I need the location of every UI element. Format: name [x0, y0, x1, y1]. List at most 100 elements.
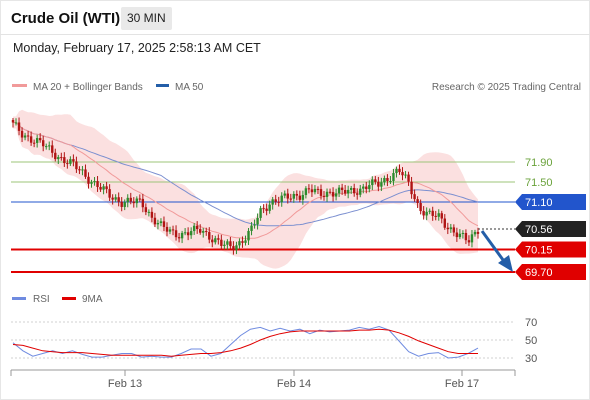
candle-body: [404, 174, 407, 176]
candle-body: [84, 169, 87, 177]
rsi-ma-line: [12, 328, 478, 357]
candle-body: [356, 193, 359, 195]
candle-body: [398, 168, 401, 173]
candle-body: [20, 130, 24, 138]
candle-body: [298, 195, 302, 200]
candle-body: [283, 193, 286, 196]
candle-body: [365, 186, 368, 190]
candle-body: [322, 195, 326, 197]
candle-body: [226, 241, 229, 245]
candle-body: [286, 193, 289, 199]
candle-body: [111, 197, 114, 200]
candle-body: [117, 197, 120, 202]
rsi-tick-label: 50: [525, 335, 537, 347]
candle-body: [253, 224, 256, 226]
candle-body: [26, 135, 30, 137]
candle-body: [374, 179, 377, 182]
candle-body: [377, 181, 380, 187]
candle-body: [183, 232, 187, 234]
candle-body: [337, 187, 341, 194]
pivot-tag: [515, 194, 586, 210]
candle-body: [99, 186, 102, 190]
candle-body: [72, 159, 75, 162]
candle-body: [425, 211, 428, 216]
candle-body: [268, 204, 271, 211]
support-tag: [515, 264, 586, 280]
candle-body: [407, 174, 410, 182]
candle-layer: [11, 117, 480, 255]
candle-body: [174, 230, 178, 238]
candle-body: [214, 238, 217, 243]
candle-body: [295, 193, 299, 196]
candle-body: [416, 199, 419, 204]
candle-body: [54, 152, 57, 160]
header-bar: Crude Oil (WTI) 30 MIN: [0, 0, 590, 35]
candle-body: [123, 202, 126, 207]
candle-body: [461, 232, 465, 234]
forecast-arrow-shaft: [480, 230, 508, 265]
candle-body: [437, 213, 440, 217]
candle-body: [217, 238, 220, 240]
x-tick-label: Feb 17: [445, 378, 479, 390]
support-label: 70.15: [525, 245, 553, 257]
ma50-legend-label: MA 50: [175, 82, 204, 93]
candle-body: [96, 181, 99, 187]
candle-body: [280, 195, 283, 203]
candle-body: [331, 192, 335, 197]
current-price-tag: [515, 221, 586, 237]
candle-body: [292, 193, 296, 199]
candle-body: [147, 211, 151, 213]
rsi-line: [12, 325, 479, 359]
candle-body: [346, 189, 350, 194]
candle-body: [301, 194, 305, 200]
timeframe-badge[interactable]: 30 MIN: [121, 7, 172, 30]
candle-body: [238, 241, 241, 246]
candle-body: [359, 188, 362, 195]
candle-body: [289, 198, 292, 200]
candle-body: [310, 189, 314, 193]
candle-body: [162, 221, 166, 227]
candle-body: [458, 233, 462, 238]
candle-body: [353, 187, 356, 194]
candle-body: [410, 181, 413, 195]
time-axis: Feb 13 Feb 14 Feb 17: [10, 369, 516, 390]
forecast-arrow-layer: [480, 230, 513, 272]
candle-body: [138, 198, 142, 200]
ma50-legend-swatch: [156, 84, 169, 87]
x-tick-label: Feb 13: [108, 378, 142, 390]
candle-body: [108, 189, 111, 198]
rsi-ma-legend-swatch: [62, 297, 76, 300]
candle-body: [38, 138, 42, 141]
forecast-arrow-head: [498, 255, 513, 272]
candle-body: [23, 135, 27, 138]
candle-body: [325, 191, 329, 197]
candle-body: [470, 234, 474, 243]
candle-body: [380, 182, 383, 187]
candle-body: [413, 194, 416, 200]
candle-body: [307, 188, 311, 190]
candle-body: [259, 208, 262, 218]
candle-body: [349, 187, 353, 190]
candle-body: [316, 188, 320, 190]
candle-body: [102, 186, 105, 190]
candle-body: [81, 169, 84, 171]
candle-body: [250, 225, 253, 231]
candle-body: [129, 197, 132, 202]
candle-body: [208, 232, 211, 240]
candle-body: [362, 186, 365, 189]
candle-body: [262, 208, 265, 210]
candle-body: [165, 226, 169, 232]
rsi-legend-label: RSI: [33, 294, 50, 305]
candle-body: [199, 229, 202, 233]
candle-body: [265, 208, 268, 211]
candle-body: [343, 190, 347, 194]
candle-body: [202, 231, 205, 233]
candle-body: [156, 223, 160, 225]
candle-body: [235, 245, 238, 250]
candle-body: [63, 157, 66, 164]
candle-body: [180, 232, 184, 239]
candle-body: [449, 227, 453, 230]
candle-body: [220, 239, 223, 246]
candle-body: [150, 211, 154, 218]
